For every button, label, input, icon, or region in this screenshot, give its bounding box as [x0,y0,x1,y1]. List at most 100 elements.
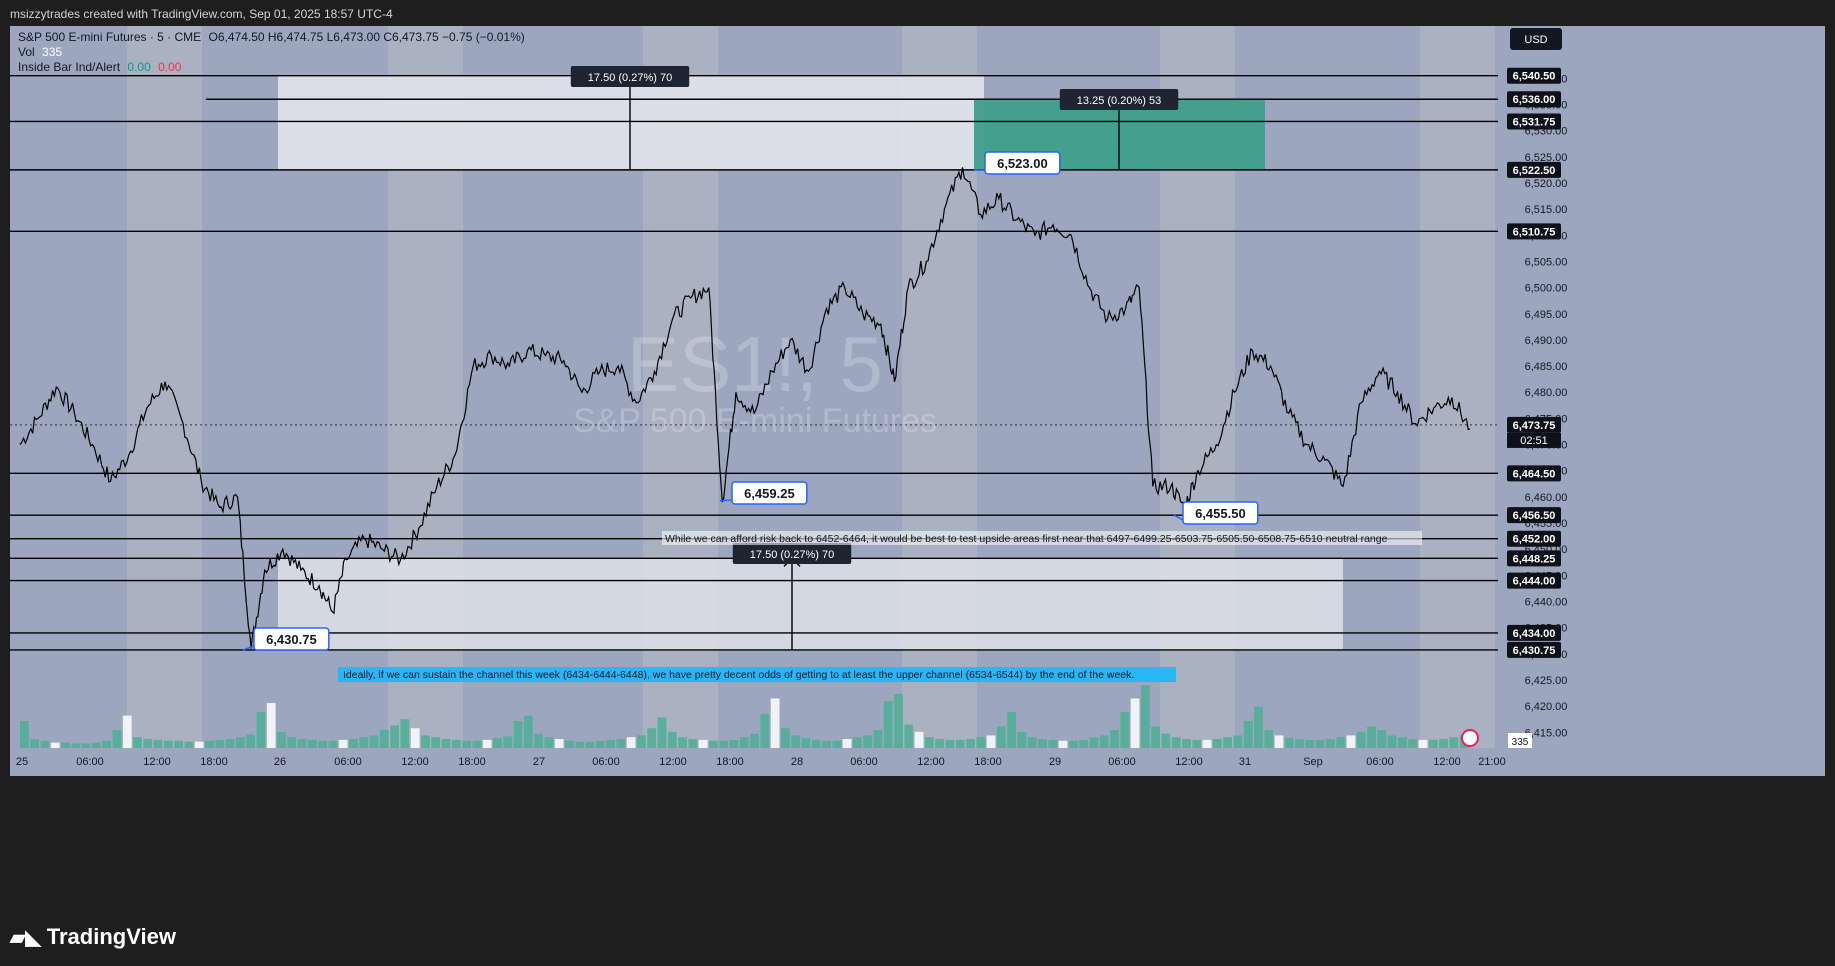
volume-bar [266,703,276,748]
volume-bar [133,737,142,748]
volume-bar [1387,735,1397,748]
volume-bar [1099,735,1109,748]
callout-low-3: 6,430.75 [266,632,317,647]
volume-bar [503,736,513,748]
volume-bar [349,739,358,748]
price-tick-label: 6,505.00 [1525,256,1568,268]
volume-bar [873,730,883,748]
price-tick-label: 6,525.00 [1525,152,1568,164]
level-price-tag: 6,536.00 [1513,94,1556,106]
volume-bar [852,737,862,748]
volume-bar [328,740,338,748]
volume-bar [1326,739,1335,748]
volume-bar [1192,739,1202,748]
volume-bar [421,735,430,748]
volume-bar [71,743,81,748]
volume-bar [626,737,636,748]
time-tick-label: 18:00 [458,756,486,768]
volume-bar [1007,712,1017,748]
volume-bar [1408,739,1418,748]
countdown-label: 02:51 [1520,435,1548,447]
legend-indicator[interactable]: Inside Bar Ind/Alert [18,60,121,74]
volume-bar [1398,737,1407,748]
volume-bar [30,739,40,748]
volume-bar [153,739,163,748]
legend-ind-up: 0.00 [127,60,151,74]
upper-channel-zone [278,75,984,170]
level-price-tag: 6,510.75 [1513,226,1556,238]
volume-bar [1089,737,1099,748]
time-tick-label: 12:00 [401,756,429,768]
price-series [19,167,1471,649]
legend-symbol[interactable]: S&P 500 E-mini Futures · 5 · CME [18,30,202,44]
volume-bar [1110,730,1119,748]
volume-bar [205,740,214,748]
level-price-tag-box [1507,507,1561,524]
price-tick-label: 6,425.00 [1525,675,1568,687]
time-tick-label: 12:00 [143,756,171,768]
volume-bar [379,730,389,748]
volume-bar [225,739,235,748]
brand-name: TradingView [46,924,176,949]
volume-bar [143,739,153,748]
price-path [19,167,1471,649]
volume-bar [451,739,461,748]
volume-bar [1418,739,1428,748]
volume-bar [842,739,852,748]
volume-bar [534,733,543,748]
time-tick-label: 06:00 [334,756,362,768]
time-tick-label: 06:00 [1108,756,1136,768]
volume-bar [1017,731,1027,748]
price-tick-label: 6,440.00 [1525,597,1568,609]
time-tick-label: 12:00 [917,756,945,768]
callout-low-1-box [731,481,808,505]
legend-vol-label[interactable]: Vol [18,45,35,59]
legend-symbol-row: S&P 500 E-mini Futures · 5 · CME O6,474.… [18,30,529,44]
volume-bar [523,715,533,748]
currency-button[interactable]: USD [1510,28,1562,50]
legend-vol-value: 335 [42,45,63,59]
volume-bar [163,740,173,748]
volume-bar [122,715,132,748]
volume-bar [513,721,523,748]
measure-label-target-box [1059,89,1179,110]
volume-bar [194,741,204,748]
level-price-tag: 6,452.00 [1513,534,1556,546]
volume-bar [1223,737,1232,748]
note-bottom: Ideally, if we can sustain the channel t… [343,669,1134,681]
volume-bar [1171,737,1181,748]
annotation-labels: 17.50 (0.27%) 70 13.25 (0.20%) 53 17.50 (0… [242,66,1422,682]
volume-bar [1058,740,1068,748]
volume-bar [996,726,1006,748]
time-tick-label: 18:00 [200,756,228,768]
volume-bar [770,698,780,748]
chart-area[interactable]: ES1!, 5 S&P 500 E-mini Futures 17.50 (0.… [10,26,1825,912]
callout-low-2: 6,455.50 [1195,506,1246,521]
volume-bar [1027,737,1037,748]
tradingview-logo[interactable]: ▰◣ TradingView [10,924,176,950]
price-tick-label: 6,420.00 [1525,701,1568,713]
level-price-tag-box [1507,67,1561,84]
volume-bar [780,728,790,748]
time-tick-label: 25 [16,756,28,768]
volume-bar [1284,738,1294,748]
volume-bar [565,740,574,748]
volume-bar [945,739,955,748]
tradingview-logo-icon: ▰◣ [10,927,41,949]
price-chart-svg[interactable]: ES1!, 5 S&P 500 E-mini Futures 17.50 (0.… [10,26,1825,912]
volume-bar [1315,739,1325,748]
level-price-tag: 6,464.50 [1513,468,1556,480]
volume-bar [955,739,965,748]
alert-icon[interactable] [1461,729,1479,747]
volume-bar [1449,737,1459,748]
time-tick-label: 06:00 [1366,756,1394,768]
countdown-box [1507,432,1561,448]
volume-bar [359,737,369,748]
volume-bar [318,740,328,748]
price-tick-label: 6,460.00 [1525,492,1568,504]
volume-bar [61,742,70,748]
legend-indicator-row: Inside Bar Ind/Alert 0.00 0.00 [18,60,185,74]
volume-bar [472,740,482,748]
volume-bar [91,742,101,748]
time-axis[interactable]: 25 06:00 12:00 18:00 26 06:00 12:00 18:00 27 06:0… [10,729,1825,776]
